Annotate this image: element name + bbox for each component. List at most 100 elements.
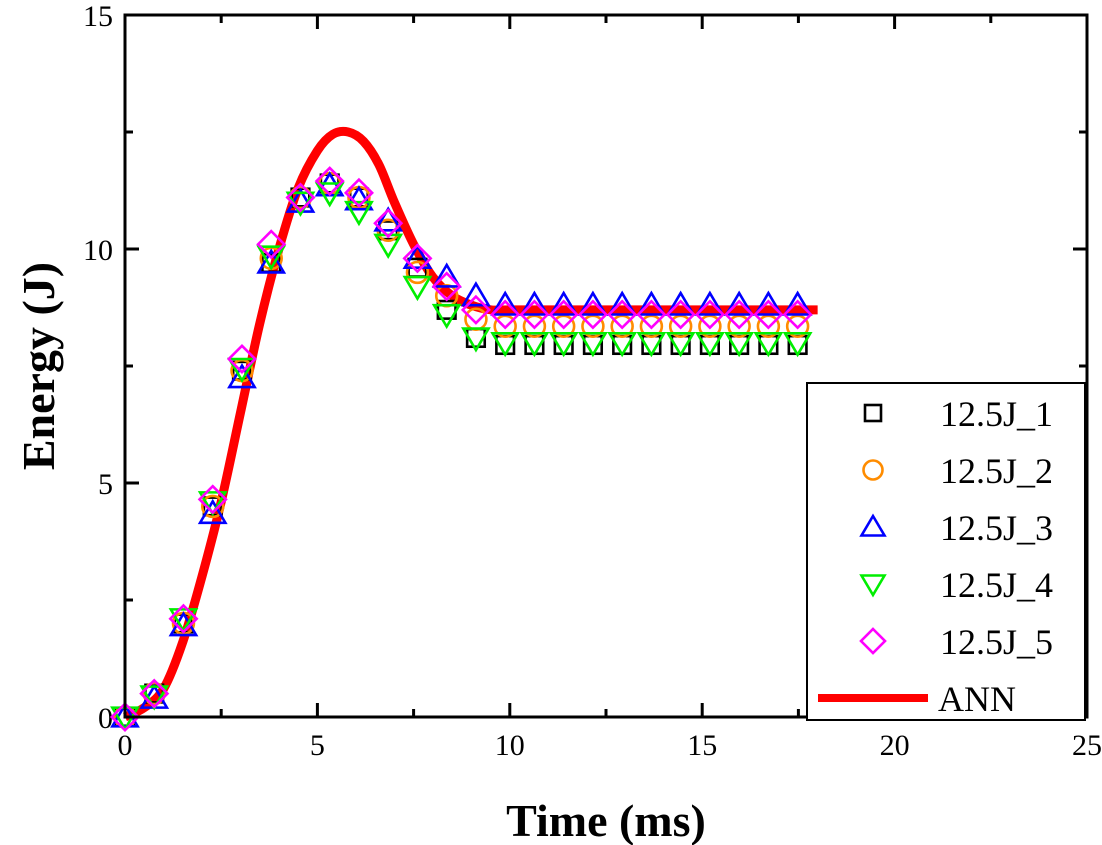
data-point: [782, 331, 813, 358]
y-tick-label: 0: [98, 702, 113, 735]
data-point: [402, 243, 433, 274]
data-point: [490, 331, 521, 358]
data-point: [577, 290, 608, 316]
data-point: [460, 294, 491, 325]
data-point: [431, 271, 462, 302]
data-point: [256, 245, 287, 271]
y-tick-label: 10: [83, 234, 113, 267]
data-point: [431, 303, 462, 330]
data-point: [694, 290, 725, 316]
data-point: [490, 299, 521, 330]
data-point: [724, 290, 755, 316]
x-tick-label: 10: [495, 729, 525, 762]
data-point: [285, 182, 316, 213]
legend-label: ANN: [938, 679, 1016, 719]
series-12.5J_4: [110, 182, 813, 732]
data-point: [665, 290, 696, 316]
legend-marker-icon: [859, 627, 887, 655]
data-point: [139, 685, 170, 711]
series-12.5J_1: [114, 173, 808, 728]
legend-item: 12.5J_5: [859, 622, 1053, 662]
data-point: [753, 299, 784, 330]
data-point: [490, 290, 521, 316]
data-point: [197, 484, 228, 515]
legend-item: 12.5J_1: [863, 394, 1053, 434]
data-point: [168, 603, 199, 634]
data-point: [109, 701, 141, 733]
legend: 12.5J_1 12.5J_2 12.5J_3 12.5J_4 12.5J_5 ANN: [806, 382, 1086, 721]
x-tick-label: 25: [1072, 729, 1102, 762]
series-12.5J_3: [110, 171, 813, 728]
x-tick-label: 0: [118, 729, 133, 762]
x-tick-label: 20: [880, 729, 910, 762]
data-point: [402, 275, 433, 302]
data-point: [636, 299, 667, 330]
data-point: [577, 331, 608, 358]
data-point: [139, 678, 170, 709]
data-point: [548, 331, 579, 358]
ann-curve-layer: [123, 126, 818, 722]
legend-item: 12.5J_3: [859, 508, 1053, 548]
data-point: [636, 331, 667, 358]
data-point: [168, 608, 199, 634]
data-point: [197, 491, 228, 517]
data-point: [373, 208, 404, 239]
x-tick-label: 5: [310, 729, 325, 762]
data-point: [405, 260, 430, 285]
data-point: [314, 166, 345, 197]
data-point: [464, 307, 488, 331]
legend-marker-icon: [859, 574, 887, 598]
data-point: [256, 248, 287, 274]
data-point: [461, 327, 491, 353]
data-point: [548, 290, 579, 316]
legend-label: 12.5J_3: [940, 508, 1053, 548]
data-point: [519, 299, 550, 330]
legend-marker-icon: [863, 403, 883, 423]
data-point: [753, 331, 784, 358]
data-markers: [109, 166, 813, 733]
legend-item: 12.5J_2: [862, 451, 1053, 491]
legend-item: ANN: [818, 679, 1016, 719]
data-point: [226, 343, 258, 375]
data-point: [577, 299, 608, 330]
legend-box: [806, 382, 1086, 721]
data-point: [142, 681, 166, 706]
y-axis-title: Energy (J): [13, 262, 64, 470]
data-point: [607, 299, 638, 330]
data-point: [694, 299, 725, 330]
ann-line: [123, 126, 818, 722]
data-point: [227, 363, 257, 389]
legend-label: 12.5J_5: [940, 622, 1053, 662]
data-point: [548, 299, 579, 330]
y-tick-label: 15: [83, 0, 113, 33]
data-point: [694, 331, 725, 358]
data-point: [607, 290, 638, 316]
data-point: [373, 206, 404, 232]
data-point: [724, 331, 755, 358]
data-point: [519, 290, 550, 316]
data-point: [256, 229, 287, 260]
data-point: [314, 182, 345, 208]
legend-item: 12.5J_4: [859, 565, 1053, 605]
legend-label: 12.5J_1: [940, 394, 1053, 434]
data-point: [665, 331, 696, 358]
data-point: [519, 331, 550, 358]
legend-marker-icon: [862, 459, 884, 481]
data-point: [197, 498, 228, 525]
series-12.5J_2: [113, 171, 810, 729]
data-point: [431, 262, 462, 288]
data-point: [344, 200, 374, 227]
y-tick-label: 5: [98, 468, 113, 501]
data-point: [402, 243, 433, 270]
data-point: [461, 281, 491, 307]
data-point: [782, 290, 813, 316]
legend-label: 12.5J_2: [940, 451, 1053, 491]
data-point: [753, 290, 784, 316]
x-axis-title: Time (ms): [506, 795, 706, 845]
legend-marker-icon: [859, 513, 887, 537]
data-point: [665, 299, 696, 330]
legend-label: 12.5J_4: [940, 565, 1053, 605]
data-point: [227, 357, 257, 383]
data-point: [636, 290, 667, 316]
